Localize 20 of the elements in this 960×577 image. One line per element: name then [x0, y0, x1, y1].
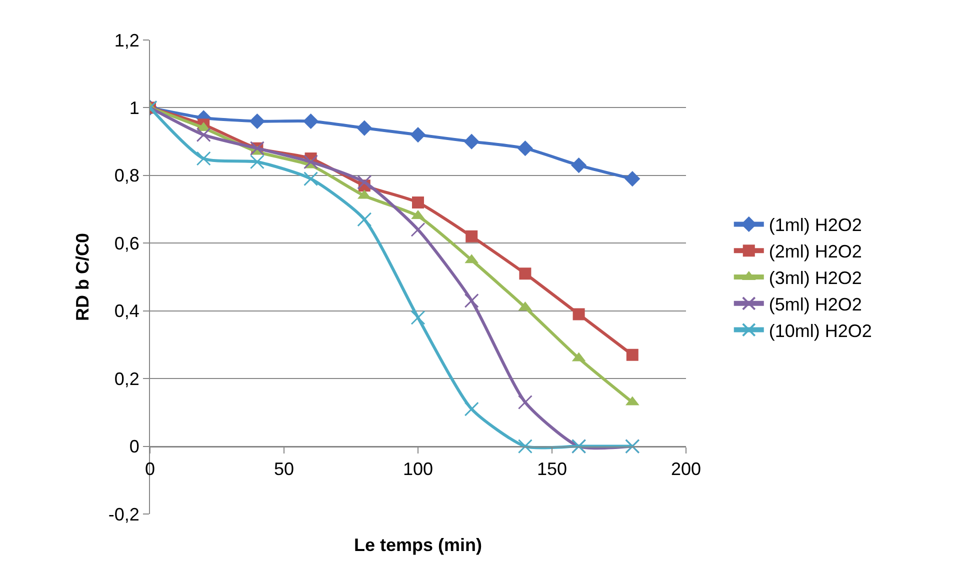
x-tick-label: 50	[274, 458, 294, 479]
y-tick-label: 0,8	[114, 166, 140, 186]
y-tick-label: 0,6	[114, 233, 140, 254]
y-tick-label: 1,2	[114, 30, 140, 50]
y-tick-label: 1	[129, 98, 140, 118]
y-tick-label: 0,4	[114, 301, 140, 322]
x-tick-label: 100	[402, 458, 434, 479]
x-axis-title: Le temps (min)	[354, 534, 482, 555]
legend-label: (1ml) H2O2	[768, 215, 862, 236]
legend-label: (3ml) H2O2	[768, 268, 862, 288]
legend-label: (10ml) H2O2	[768, 320, 872, 341]
legend-label: (2ml) H2O2	[768, 242, 862, 262]
y-tick-label: 0	[129, 436, 140, 457]
x-tick-label: 0	[144, 458, 156, 479]
y-axis-title: RD b C/C0	[72, 232, 93, 322]
y-tick-label: 0,2	[114, 368, 140, 389]
x-tick-label: 200	[670, 458, 702, 479]
y-tick-label: -0,2	[108, 504, 140, 524]
x-tick-label: 150	[536, 458, 568, 479]
legend-label: (5ml) H2O2	[768, 294, 862, 314]
